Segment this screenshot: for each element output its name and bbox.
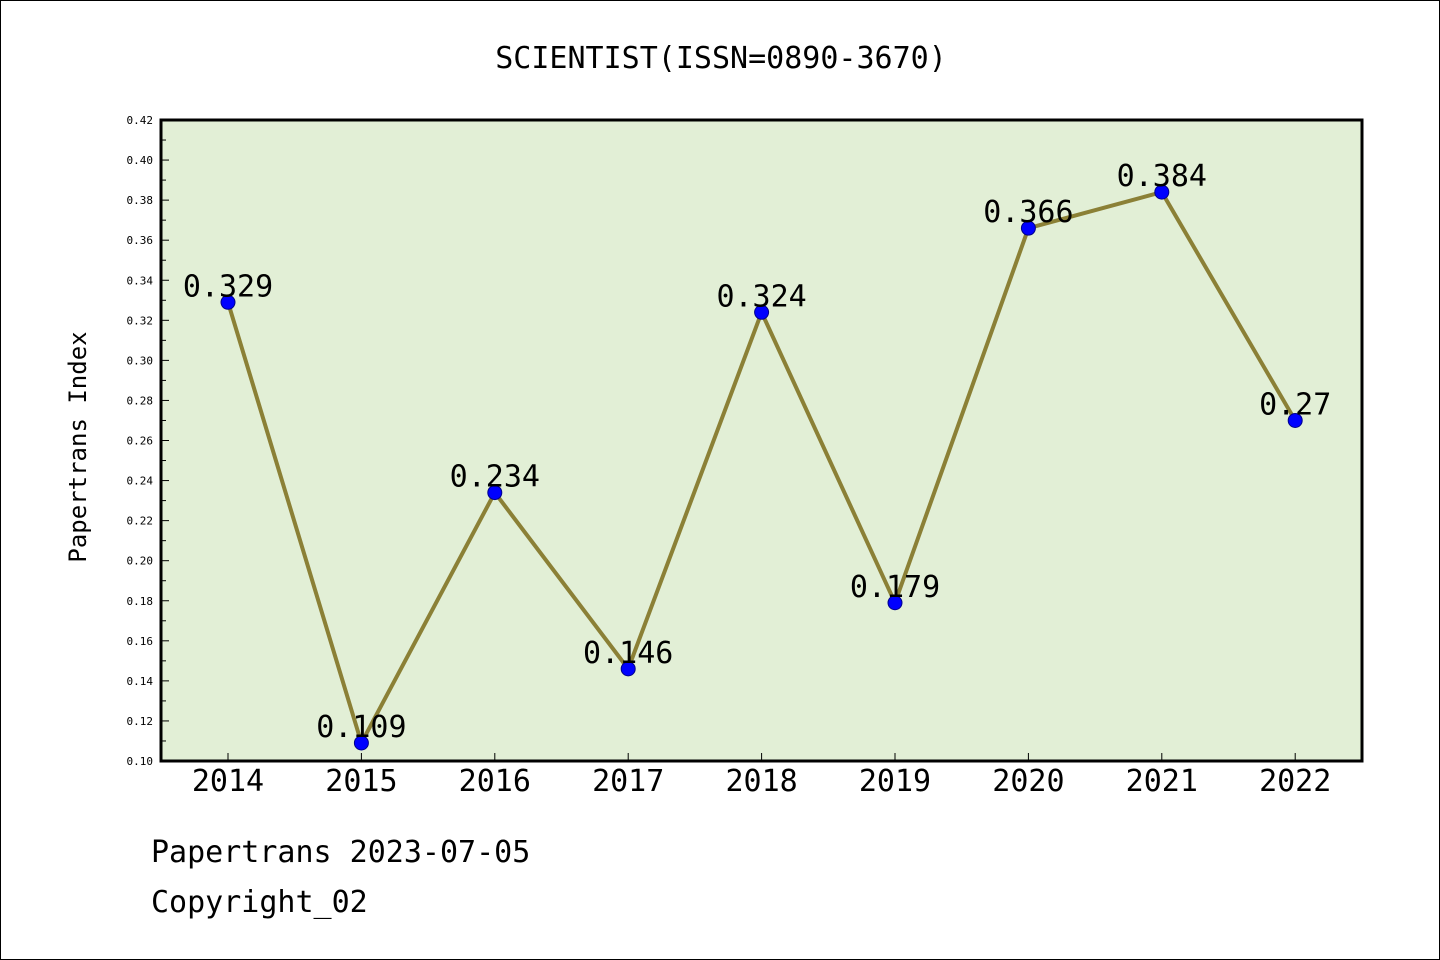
y-tick-label: 0.38 xyxy=(127,194,154,207)
data-label-2021: 0.384 xyxy=(1117,159,1207,194)
y-axis: 0.10 0.12 0.14 0.16 0.18 0.20 0.22 0.24 0.26 0.28… xyxy=(127,114,169,768)
data-point-2018 xyxy=(754,304,770,320)
y-tick-label: 0.10 xyxy=(127,755,154,768)
data-label-2015: 0.109 xyxy=(316,710,406,745)
y-tick-label: 0.12 xyxy=(127,715,154,728)
y-tick-label: 0.40 xyxy=(127,154,154,167)
markers-group xyxy=(220,184,1303,751)
data-point-2022 xyxy=(1287,412,1303,428)
data-label-2017: 0.146 xyxy=(583,636,673,671)
x-tick-label: 2015 xyxy=(325,764,397,799)
y-tick-label: 0.26 xyxy=(127,435,154,448)
footer-date-text: Papertrans 2023-07-05 xyxy=(151,835,531,870)
y-tick-label: 0.32 xyxy=(127,314,154,327)
y-tick-label: 0.42 xyxy=(127,114,154,127)
y-tick-label: 0.18 xyxy=(127,595,154,608)
footer-copyright-text: Copyright_02 xyxy=(151,885,368,920)
data-label-2020: 0.366 xyxy=(983,195,1073,230)
data-point-2016 xyxy=(487,485,503,501)
data-point-2014 xyxy=(220,294,236,310)
x-tick-label: 2016 xyxy=(459,764,531,799)
x-axis: 2014 2015 2016 2017 2018 2019 2020 2021 2022 xyxy=(192,753,1331,799)
chart-title: SCIENTIST(ISSN=0890-3670) xyxy=(495,41,947,76)
data-labels-group: 0.329 0.109 0.234 0.146 0.324 0.179 0.366 0.384… xyxy=(183,159,1331,745)
x-tick-label: 2021 xyxy=(1126,764,1198,799)
y-tick-label: 0.14 xyxy=(127,675,154,688)
y-tick-label: 0.30 xyxy=(127,354,154,367)
data-point-2020 xyxy=(1020,220,1036,236)
data-label-2014: 0.329 xyxy=(183,269,273,304)
data-label-2018: 0.324 xyxy=(716,279,806,314)
x-tick-label: 2019 xyxy=(859,764,931,799)
y-tick-label: 0.22 xyxy=(127,515,154,528)
plot-area xyxy=(161,120,1362,761)
x-tick-label: 2020 xyxy=(992,764,1064,799)
data-label-2022: 0.27 xyxy=(1259,387,1331,422)
x-tick-label: 2022 xyxy=(1259,764,1331,799)
x-tick-label: 2017 xyxy=(592,764,664,799)
data-label-2016: 0.234 xyxy=(450,460,540,495)
y-tick-label: 0.28 xyxy=(127,394,154,407)
x-tick-label: 2018 xyxy=(725,764,797,799)
y-tick-label: 0.34 xyxy=(127,274,154,287)
data-point-2019 xyxy=(887,595,903,611)
data-label-2019: 0.179 xyxy=(850,570,940,605)
data-point-2015 xyxy=(353,735,369,751)
y-tick-label: 0.36 xyxy=(127,234,154,247)
y-tick-label: 0.20 xyxy=(127,555,154,568)
plot-border xyxy=(159,118,1364,763)
data-point-2021 xyxy=(1154,184,1170,200)
y-axis-label: Papertrans Index xyxy=(64,331,92,562)
data-point-2017 xyxy=(620,661,636,677)
x-tick-label: 2014 xyxy=(192,764,264,799)
y-tick-label: 0.24 xyxy=(127,475,154,488)
y-tick-label: 0.16 xyxy=(127,635,154,648)
